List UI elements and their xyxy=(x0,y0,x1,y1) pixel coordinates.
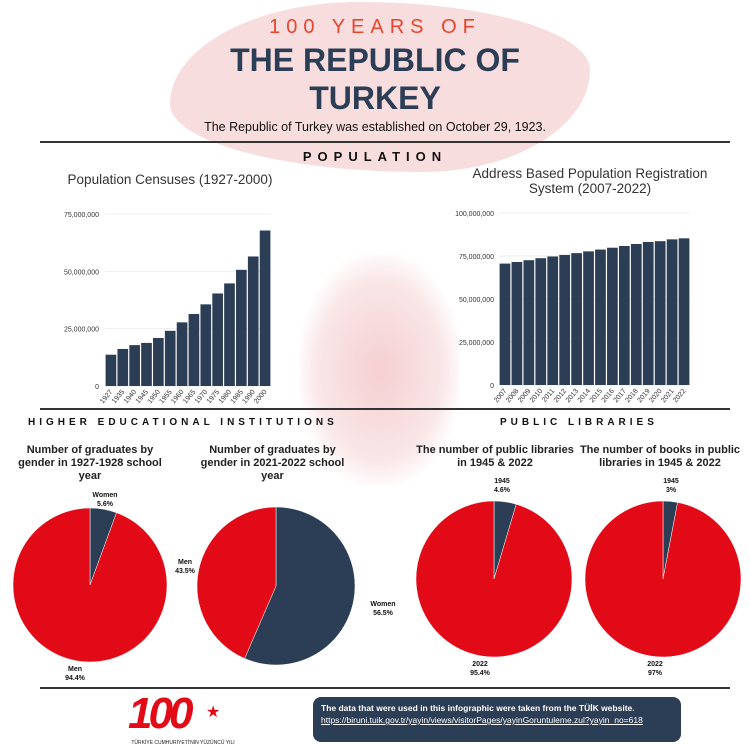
pie-label: Women 5.6% xyxy=(92,492,118,508)
pie-title-graduates-1927: Number of graduates by gender in 1927-19… xyxy=(18,444,162,482)
bar-2011 xyxy=(547,256,559,385)
section-higher-education: HIGHER EDUCATIONAL INSTITUTIONS xyxy=(28,417,338,428)
ataturk-portrait-background xyxy=(300,255,460,485)
chart-title-censuses: Population Censuses (1927-2000) xyxy=(67,172,273,187)
bar-2009 xyxy=(523,260,535,385)
bar-1965 xyxy=(188,314,200,386)
pie-title-graduates-2021: Number of graduates by gender in 2021-20… xyxy=(200,444,345,482)
bar-2012 xyxy=(559,254,571,385)
pie-label: Women 56.5% xyxy=(370,601,396,617)
y-tick-label: 50,000,000 xyxy=(64,269,99,276)
pie-label: Men 94.4% xyxy=(65,666,85,682)
page-subtitle: The Republic of Turkey was established o… xyxy=(204,120,546,134)
bar-2017 xyxy=(618,246,630,385)
divider xyxy=(40,141,730,143)
pie-label: 1945 3% xyxy=(663,478,679,494)
bar-2015 xyxy=(595,249,606,385)
bar-1970 xyxy=(200,304,212,386)
pie-slice-women xyxy=(244,506,356,666)
bar-2014 xyxy=(583,251,594,385)
centennial-logo: 100 xyxy=(128,689,193,738)
pie-label: 2022 97% xyxy=(647,661,663,677)
pie-label: 2022 95.4% xyxy=(470,661,490,677)
divider xyxy=(40,408,730,410)
bar-1945 xyxy=(141,342,152,386)
x-tick-label: 2022 xyxy=(672,388,687,405)
y-tick-label: 75,000,000 xyxy=(459,254,494,261)
chart-title-abprs: Address Based Population Registration Sy… xyxy=(472,166,708,196)
page-title-line1: THE REPUBLIC OF xyxy=(230,42,520,78)
divider xyxy=(40,687,730,689)
header-kicker: 100 YEARS OF xyxy=(269,16,481,38)
pie-slice-2022 xyxy=(584,500,742,658)
pie-label: Men 43.5% xyxy=(175,559,195,575)
bar-2008 xyxy=(511,261,523,385)
bar-2021 xyxy=(666,239,678,385)
bar-1950 xyxy=(153,337,164,386)
y-tick-label: 75,000,000 xyxy=(64,212,99,219)
star-icon: ★ xyxy=(206,704,221,721)
y-tick-label: 50,000,000 xyxy=(459,297,494,304)
bar-2000 xyxy=(259,230,271,386)
y-tick-label: 0 xyxy=(490,383,494,390)
population-bar-charts: 025,000,00050,000,00075,000,000192719351… xyxy=(64,211,690,406)
source-text: The data that were used in this infograp… xyxy=(321,703,635,713)
y-tick-label: 25,000,000 xyxy=(459,340,494,347)
pie-slice-2022 xyxy=(415,500,573,658)
bar-2007 xyxy=(499,263,511,385)
bar-1955 xyxy=(164,330,176,386)
bar-1935 xyxy=(117,348,129,386)
source-box: The data that were used in this infograp… xyxy=(313,697,681,742)
bar-1990 xyxy=(247,256,259,386)
y-tick-label: 25,000,000 xyxy=(64,327,99,334)
bar-2022 xyxy=(678,238,690,385)
x-tick-label: 2010 xyxy=(529,388,544,405)
pie-label: 1945 4.6% xyxy=(494,478,510,494)
bar-2016 xyxy=(607,247,618,385)
logo-caption: TÜRKİYE CUMHURİYETİ'NİN YÜZÜNCÜ YILI xyxy=(131,740,235,746)
pie-title-books: The number of books in public libraries … xyxy=(579,444,741,469)
bar-1980 xyxy=(224,283,235,386)
y-tick-label: 100,000,000 xyxy=(455,211,494,218)
bar-1940 xyxy=(129,345,140,386)
pie-slice-men xyxy=(196,506,277,659)
pie-charts xyxy=(12,500,742,666)
bar-2020 xyxy=(654,241,666,385)
page-title-line2: TURKEY xyxy=(309,80,441,116)
turkey-map-background xyxy=(170,2,590,172)
pie-slice-men xyxy=(12,507,168,663)
section-public-libraries: PUBLIC LIBRARIES xyxy=(500,417,658,428)
bar-2010 xyxy=(535,258,547,385)
bar-1985 xyxy=(236,269,247,386)
bar-1975 xyxy=(212,293,223,386)
bar-1927 xyxy=(105,354,117,386)
bar-2013 xyxy=(571,253,582,385)
x-tick-label: 2000 xyxy=(253,389,268,406)
y-tick-label: 0 xyxy=(95,384,99,391)
bar-2018 xyxy=(630,243,642,385)
bar-1960 xyxy=(176,322,188,386)
section-population: POPULATION xyxy=(302,149,448,164)
pie-title-libraries: The number of public libraries in 1945 &… xyxy=(416,444,574,469)
bar-2019 xyxy=(642,241,654,385)
source-link[interactable]: https://biruni.tuik.gov.tr/yayin/views/v… xyxy=(321,715,643,725)
